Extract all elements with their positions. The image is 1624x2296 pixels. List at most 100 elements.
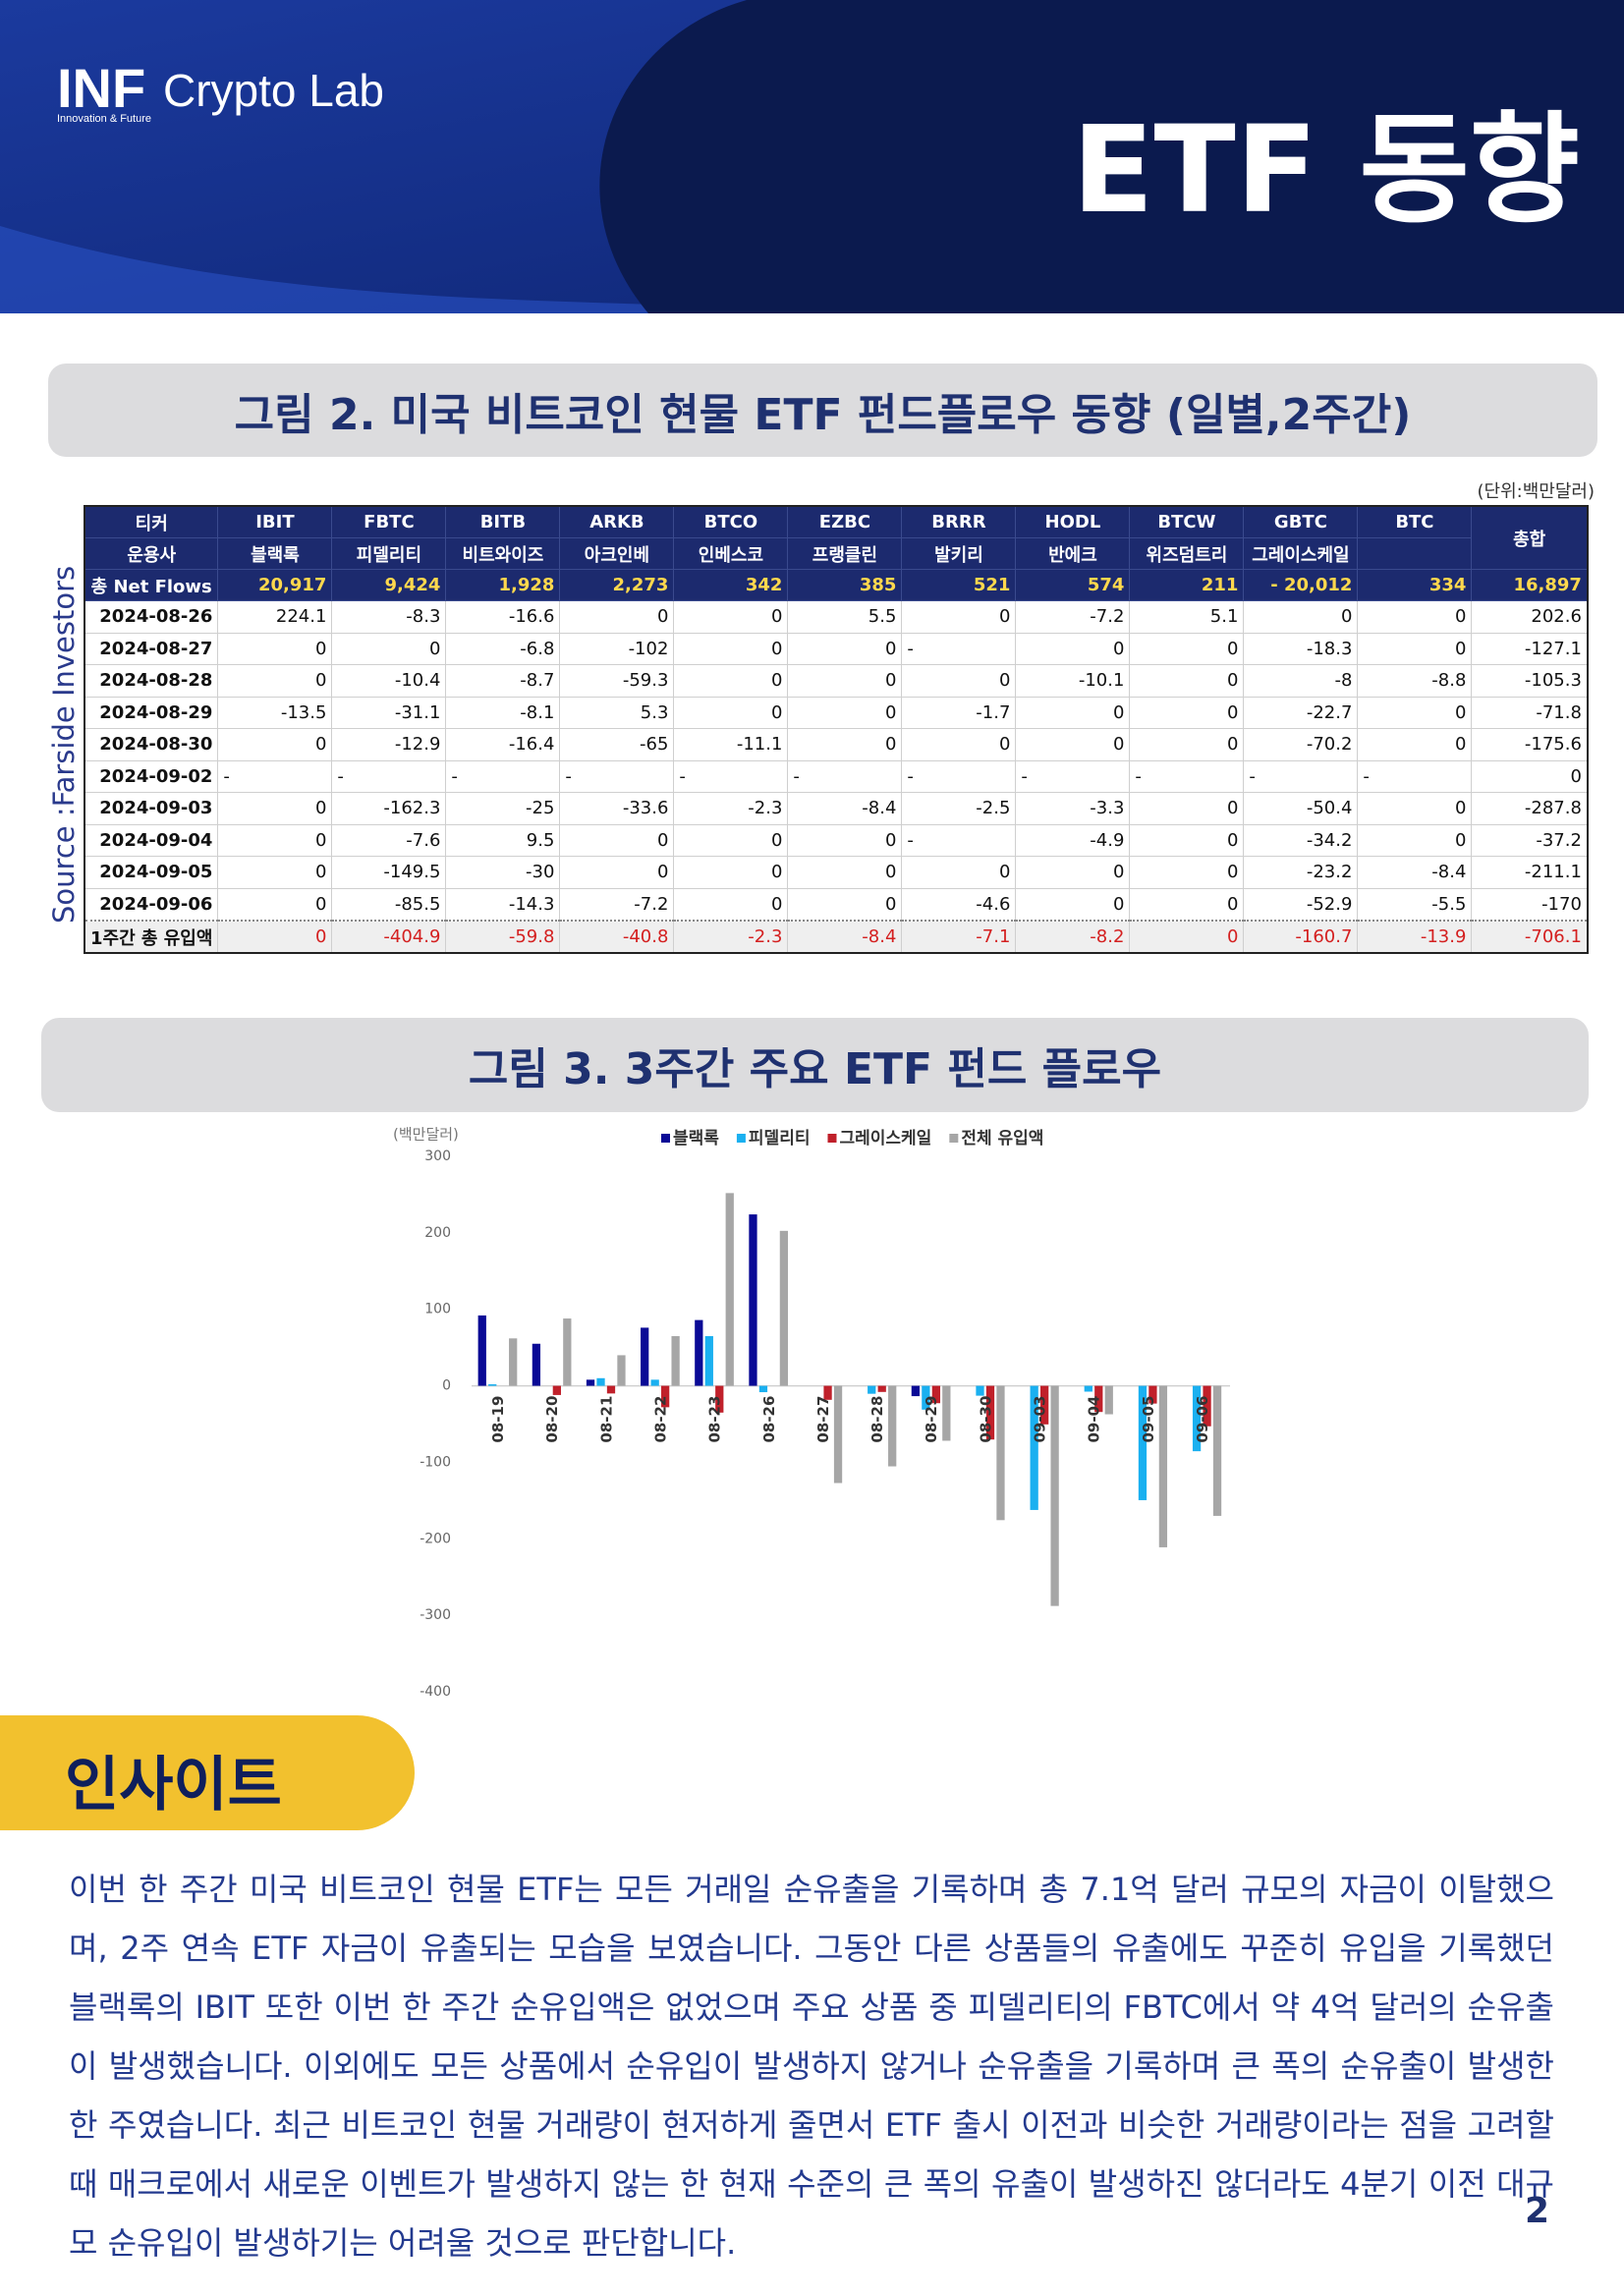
y-tick-label: 0 (442, 1378, 451, 1394)
bar (922, 1385, 930, 1410)
issuer: 인베스코 (673, 537, 789, 570)
row-header: 운용사 (84, 537, 219, 570)
cell: - (673, 759, 789, 793)
row-header: 티커 (84, 505, 219, 538)
cell: -105.3 (1471, 664, 1589, 698)
y-axis-unit: (백만달러) (393, 1126, 459, 1144)
issuer: 블랙록 (217, 537, 333, 570)
cell: -7.2 (559, 887, 675, 922)
x-tick-label: 08-27 (814, 1396, 832, 1443)
bar (552, 1385, 561, 1395)
cell: 211 (1129, 569, 1245, 601)
bar (911, 1385, 921, 1397)
cell: 0 (1015, 696, 1131, 729)
cell: -2.3 (673, 920, 789, 954)
bar (1203, 1385, 1211, 1427)
cell: -59.8 (445, 920, 561, 954)
legend-label: 피델리티 (749, 1128, 811, 1148)
logo-brand: Crypto Lab (163, 65, 384, 116)
legend-label: 블랙록 (673, 1129, 719, 1148)
cell: 9.5 (445, 823, 561, 857)
cell: 0 (787, 887, 903, 922)
data-row: 2024-08-30 0 -12.9 -16.4 -65 -11.1 0 0 0 0 -70.2 0-… (84, 728, 1589, 761)
cell: 0 (1243, 600, 1359, 634)
cell: 0 (673, 632, 789, 665)
cell: -70.2 (1243, 728, 1359, 761)
x-tick-label: 09-04 (1086, 1396, 1103, 1443)
legend-swatch (827, 1134, 837, 1143)
bar (779, 1230, 789, 1386)
cell: 0 (673, 823, 789, 857)
cell: -12.9 (331, 728, 447, 761)
cell: 0 (1129, 823, 1245, 857)
cell: -85.5 (331, 887, 447, 922)
bar (985, 1385, 995, 1440)
cell: -13.5 (217, 696, 333, 729)
bar (704, 1335, 713, 1386)
issuer: 비트와이즈 (445, 537, 561, 570)
cell: 0 (559, 600, 675, 634)
cell: 0 (1015, 632, 1131, 665)
cell: -8.1 (445, 696, 561, 729)
cell: 16,897 (1471, 569, 1589, 601)
cell: 0 (1129, 887, 1245, 922)
cell: 0 (787, 664, 903, 698)
page-title: ETF 동향 (1072, 100, 1580, 240)
date: 2024-09-05 (84, 856, 219, 889)
cell: - (559, 759, 675, 793)
cell: 20,917 (217, 569, 333, 601)
bar (1212, 1385, 1222, 1516)
x-tick-label: 08-19 (489, 1396, 507, 1443)
source-note: Source :Farside Investors (47, 565, 81, 924)
data-row: 2024-08-28 0 -10.4 -8.7 -59.3 0 0 0 -10.1 0 -8 -8.8… (84, 664, 1589, 698)
issuer: 피델리티 (331, 537, 447, 570)
cell: 5.3 (559, 696, 675, 729)
bar (1192, 1385, 1202, 1452)
bar (715, 1385, 724, 1413)
insight-heading: 인사이트 (65, 1751, 282, 1820)
cell: -102 (559, 632, 675, 665)
bar (1084, 1385, 1092, 1392)
cell: 0 (1129, 920, 1245, 954)
cell: 0 (901, 856, 1017, 889)
cell: -149.5 (331, 856, 447, 889)
ticker: BTCW (1129, 505, 1245, 538)
cell: 0 (217, 664, 333, 698)
data-row: 2024-09-02- - - - - - - - - - -0 (84, 759, 1589, 793)
cell: 0 (787, 728, 903, 761)
cell: -16.4 (445, 728, 561, 761)
bar (617, 1355, 626, 1386)
row-header: 1주간 총 유입액 (84, 920, 219, 954)
cell: -30 (445, 856, 561, 889)
x-tick-label: 08-21 (597, 1396, 615, 1443)
bar (563, 1318, 572, 1386)
legend-swatch (661, 1134, 670, 1143)
bar (749, 1214, 757, 1386)
cell: - (1129, 759, 1245, 793)
x-tick-label: 09-05 (1140, 1396, 1157, 1443)
cell: -2.3 (673, 792, 789, 825)
cell: -4.6 (901, 887, 1017, 922)
ticker: EZBC (787, 505, 903, 538)
cell: -4.9 (1015, 823, 1131, 857)
cell: -287.8 (1471, 792, 1589, 825)
cell: -3.3 (1015, 792, 1131, 825)
cell: -10.4 (331, 664, 447, 698)
y-tick-label: -100 (420, 1454, 451, 1470)
cell: -25 (445, 792, 561, 825)
cell: 9,424 (331, 569, 447, 601)
ticker: HODL (1015, 505, 1131, 538)
y-tick-label: -200 (420, 1531, 451, 1546)
bar (1158, 1385, 1168, 1547)
cell: -11.1 (673, 728, 789, 761)
cell: -6.8 (445, 632, 561, 665)
cell: 0 (217, 856, 333, 889)
page-number: 2 (1525, 2191, 1550, 2231)
bar (488, 1384, 497, 1386)
y-tick-label: -300 (420, 1607, 451, 1623)
ticker-row: 티커 IBIT FBTC BITB ARKB BTCO EZBC BRRR HODL BTCW GB… (84, 505, 1589, 570)
cell: 0 (217, 920, 333, 954)
cell: 0 (673, 600, 789, 634)
bar (606, 1385, 616, 1394)
